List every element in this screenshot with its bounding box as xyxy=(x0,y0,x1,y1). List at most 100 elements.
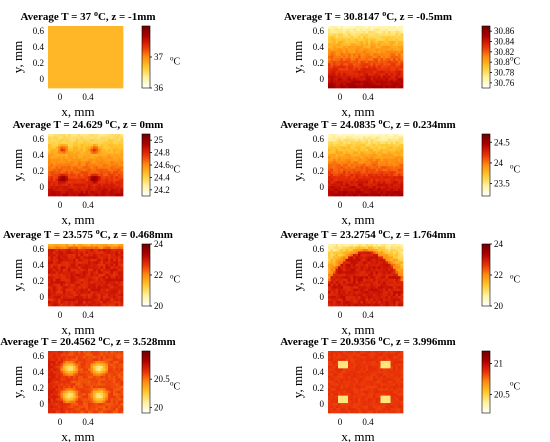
heatmap-cell xyxy=(58,151,61,155)
heatmap-cell xyxy=(340,183,344,187)
heatmap-cell xyxy=(385,271,389,275)
heatmap-cell xyxy=(90,296,94,299)
heatmap-cell xyxy=(373,55,376,59)
heatmap-cell xyxy=(83,363,86,367)
heatmap-cell xyxy=(110,188,114,192)
heatmap-cell xyxy=(105,186,109,189)
heatmap-cell xyxy=(118,83,121,86)
heatmap-cell xyxy=(60,358,64,362)
heatmap-cell xyxy=(330,53,334,57)
heatmap-cell xyxy=(88,156,91,160)
heatmap-cell xyxy=(368,75,371,79)
heatmap-cell xyxy=(390,28,394,32)
heatmap-cell xyxy=(388,188,391,192)
heatmap-cell xyxy=(100,298,104,302)
heatmap-cell xyxy=(358,256,361,260)
heatmap-cell xyxy=(85,266,89,270)
heatmap-cell xyxy=(48,288,51,292)
heatmap-cell xyxy=(340,143,344,147)
heatmap-cell xyxy=(333,301,336,304)
heatmap-cell xyxy=(65,365,69,369)
heatmap-cell xyxy=(60,351,64,354)
heatmap-cell xyxy=(100,83,104,86)
heatmap-cell xyxy=(73,186,76,189)
heatmap-cell xyxy=(60,248,64,252)
heatmap-cell xyxy=(78,181,81,184)
heatmap-cell xyxy=(93,363,96,367)
heatmap-cell xyxy=(108,143,111,147)
heatmap-cell xyxy=(333,273,336,277)
heatmap-cell xyxy=(105,283,109,287)
heatmap-cell xyxy=(385,181,389,184)
heatmap-cell xyxy=(103,50,106,54)
heatmap-cell xyxy=(50,373,54,377)
heatmap-cell xyxy=(95,161,99,165)
heatmap-cell xyxy=(55,134,59,137)
heatmap-cell xyxy=(328,181,331,184)
heatmap-cell xyxy=(65,370,69,374)
heatmap-cell xyxy=(53,63,56,67)
heatmap-cell xyxy=(58,375,61,379)
heatmap-cell xyxy=(400,45,404,49)
heatmap-cell xyxy=(368,158,371,162)
heatmap-cell xyxy=(398,60,401,64)
heatmap-cell xyxy=(113,283,116,287)
heatmap-cell xyxy=(400,168,404,172)
heatmap-cell xyxy=(53,301,56,304)
heatmap-cell xyxy=(90,261,94,265)
heatmap-cell xyxy=(398,276,401,280)
heatmap-cell xyxy=(113,45,116,49)
heatmap-cell xyxy=(385,281,389,285)
heatmap-cell xyxy=(395,141,399,145)
heatmap-cell xyxy=(398,153,401,157)
heatmap-cell xyxy=(100,30,104,34)
heatmap-cell xyxy=(118,246,121,250)
heatmap-cell xyxy=(103,173,106,177)
heatmap-cell xyxy=(335,246,339,250)
heatmap-cell xyxy=(103,298,106,302)
heatmap-cell xyxy=(98,65,101,69)
heatmap-cell xyxy=(393,288,396,292)
heatmap-cell xyxy=(88,136,91,140)
heatmap-cell xyxy=(68,73,71,76)
heatmap-cell xyxy=(398,273,401,277)
heatmap-cell xyxy=(378,173,381,177)
heatmap-cell xyxy=(350,45,354,49)
heatmap-cell xyxy=(50,138,54,142)
heatmap-cell xyxy=(393,43,396,47)
heatmap-cell xyxy=(115,65,119,69)
heatmap-cell xyxy=(70,363,74,367)
heatmap-cell xyxy=(340,263,344,267)
heatmap-cell xyxy=(385,191,389,194)
heatmap-cell xyxy=(350,283,354,287)
heatmap-cell xyxy=(353,291,356,294)
heatmap-cell xyxy=(95,183,99,187)
heatmap-cell xyxy=(50,355,54,359)
heatmap-cell xyxy=(365,246,369,250)
heatmap-cell xyxy=(105,158,109,162)
heatmap-cell xyxy=(78,48,81,52)
heatmap-cell xyxy=(330,171,334,175)
heatmap-cell xyxy=(368,48,371,52)
heatmap-cell xyxy=(378,263,381,267)
heatmap-cell xyxy=(333,258,336,262)
heatmap-cell xyxy=(385,146,389,150)
heatmap-cell xyxy=(68,60,71,64)
heatmap-cell xyxy=(105,281,109,285)
heatmap-cell xyxy=(73,244,76,247)
heatmap-cell xyxy=(333,256,336,260)
heatmap-cell xyxy=(393,283,396,287)
heatmap-cell xyxy=(65,138,69,142)
heatmap-cell xyxy=(355,288,359,292)
x-tick-label: 0 xyxy=(58,310,63,320)
heatmap-cell xyxy=(110,373,114,377)
heatmap-cell xyxy=(355,58,359,62)
heatmap-cell xyxy=(373,60,376,64)
heatmap-cell xyxy=(348,73,351,76)
heatmap-cell xyxy=(353,138,356,142)
heatmap-cell xyxy=(108,30,111,34)
heatmap-cell xyxy=(368,78,371,81)
heatmap-cell xyxy=(120,53,124,57)
heatmap-cell xyxy=(90,191,94,194)
